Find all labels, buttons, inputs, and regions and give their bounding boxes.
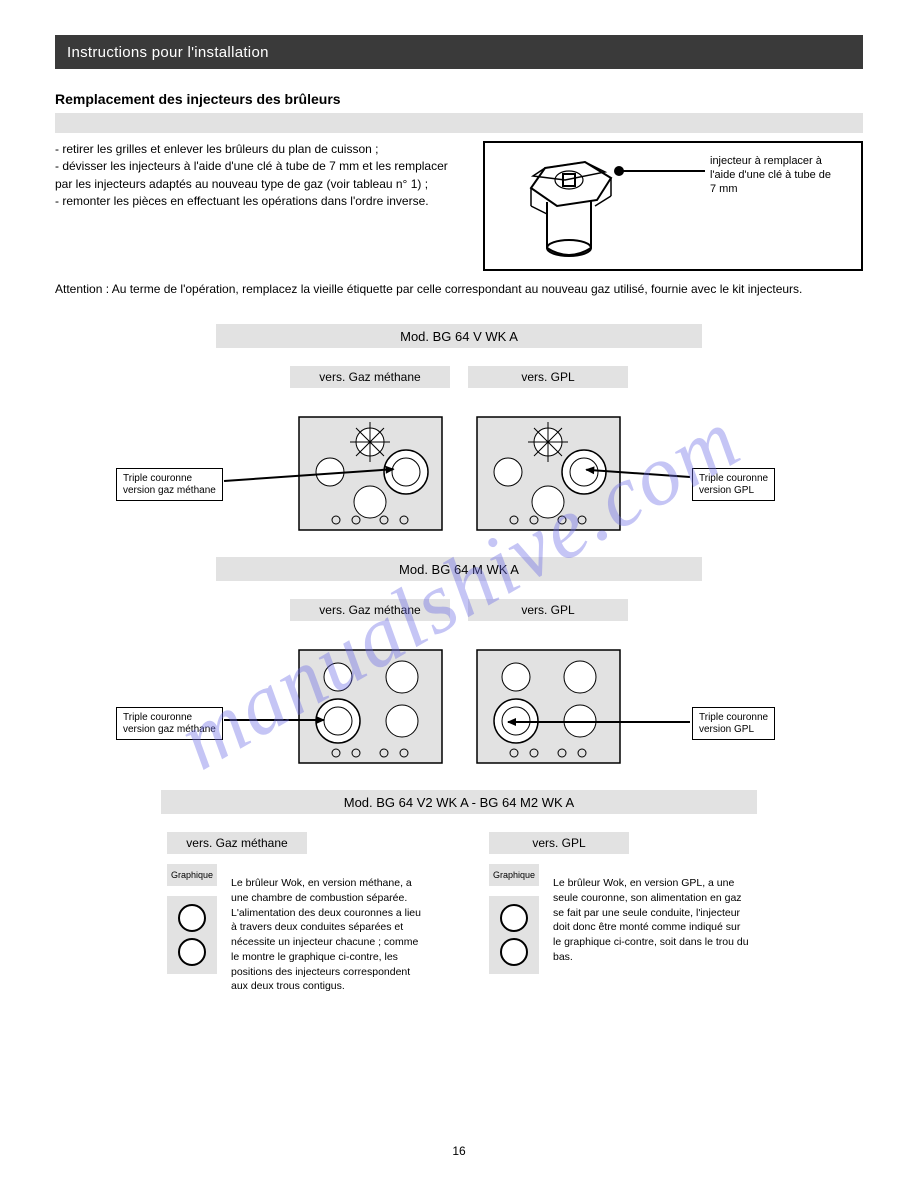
graphic-col-right: Graphique bbox=[489, 864, 539, 974]
graphic-label-right: Graphique bbox=[489, 864, 539, 886]
hob-m2-right bbox=[468, 649, 628, 764]
header-title: Instructions pour l'installation bbox=[67, 44, 269, 61]
callout-m1-right: Triple couronne version GPL bbox=[692, 468, 775, 501]
leader-line bbox=[620, 170, 705, 172]
intro-line: - dévisser les injecteurs à l'aide d'une… bbox=[55, 158, 463, 193]
callout-l: version gaz méthane bbox=[123, 724, 216, 736]
graphic-col-left: Graphique bbox=[167, 864, 217, 994]
bottom-col-right: vers. GPL Graphique Le brûleur Wok, en v… bbox=[489, 832, 751, 994]
model1-left-variant: vers. Gaz méthane bbox=[290, 366, 450, 388]
callout-l: Triple couronne bbox=[699, 712, 768, 724]
bottom-col-left: vers. Gaz méthane Graphique Le brûleur W… bbox=[167, 832, 429, 994]
intro-line: - retirer les grilles et enlever les brû… bbox=[55, 141, 463, 158]
model-block-2: Mod. BG 64 M WK A vers. Gaz méthane vers… bbox=[216, 557, 702, 764]
attention-text: Attention : Au terme de l'opération, rem… bbox=[55, 281, 863, 298]
section-title-injectors: Remplacement des injecteurs des brûleurs bbox=[55, 91, 863, 107]
leader-label: injecteur à remplacer à l'aide d'une clé… bbox=[710, 155, 831, 196]
two-circle-left bbox=[167, 896, 217, 974]
callout-m2-right: Triple couronne version GPL bbox=[692, 707, 775, 740]
page-number: 16 bbox=[452, 1144, 465, 1158]
intro-text: - retirer les grilles et enlever les brû… bbox=[55, 141, 463, 271]
intro-line: - remonter les pièces en effectuant les … bbox=[55, 193, 463, 210]
leader-l2: l'aide d'une clé à tube de bbox=[710, 169, 831, 183]
model2-header: Mod. BG 64 M WK A bbox=[216, 557, 702, 581]
hob-m2-left bbox=[290, 649, 450, 764]
callout-line-m2r bbox=[508, 721, 690, 723]
callout-l: version GPL bbox=[699, 485, 768, 497]
header-bar: Instructions pour l'installation bbox=[55, 35, 863, 69]
graphic-label-left: Graphique bbox=[167, 864, 217, 886]
model-block-1: Mod. BG 64 V WK A vers. Gaz méthane vers… bbox=[216, 324, 702, 531]
leader-l3: 7 mm bbox=[710, 183, 831, 197]
bottom-left-variant: vers. Gaz méthane bbox=[167, 832, 307, 854]
bottom-header: Mod. BG 64 V2 WK A - BG 64 M2 WK A bbox=[161, 790, 757, 814]
model1-right-variant: vers. GPL bbox=[468, 366, 628, 388]
model2-right-variant: vers. GPL bbox=[468, 599, 628, 621]
intro-row: - retirer les grilles et enlever les brû… bbox=[55, 141, 863, 271]
gray-strip-1 bbox=[55, 113, 863, 133]
two-circle-right bbox=[489, 896, 539, 974]
callout-line-m2l bbox=[224, 719, 324, 721]
bottom-left-text: Le brûleur Wok, en version méthane, a un… bbox=[231, 876, 429, 994]
callout-m1-left: Triple couronne version gaz méthane bbox=[116, 468, 223, 501]
bottom-right-text: Le brûleur Wok, en version GPL, a une se… bbox=[553, 876, 751, 964]
callout-l: Triple couronne bbox=[123, 473, 216, 485]
leader-l1: injecteur à remplacer à bbox=[710, 155, 831, 169]
callout-m2-left: Triple couronne version gaz méthane bbox=[116, 707, 223, 740]
callout-l: version GPL bbox=[699, 724, 768, 736]
bottom-right-variant: vers. GPL bbox=[489, 832, 629, 854]
callout-l: version gaz méthane bbox=[123, 485, 216, 497]
hob-m1-right bbox=[468, 416, 628, 531]
injector-figure: injecteur à remplacer à l'aide d'une clé… bbox=[483, 141, 863, 271]
callout-l: Triple couronne bbox=[699, 473, 768, 485]
injector-icon bbox=[515, 158, 625, 268]
bottom-block: Mod. BG 64 V2 WK A - BG 64 M2 WK A vers.… bbox=[161, 790, 757, 994]
callout-l: Triple couronne bbox=[123, 712, 216, 724]
model1-header: Mod. BG 64 V WK A bbox=[216, 324, 702, 348]
model2-left-variant: vers. Gaz méthane bbox=[290, 599, 450, 621]
